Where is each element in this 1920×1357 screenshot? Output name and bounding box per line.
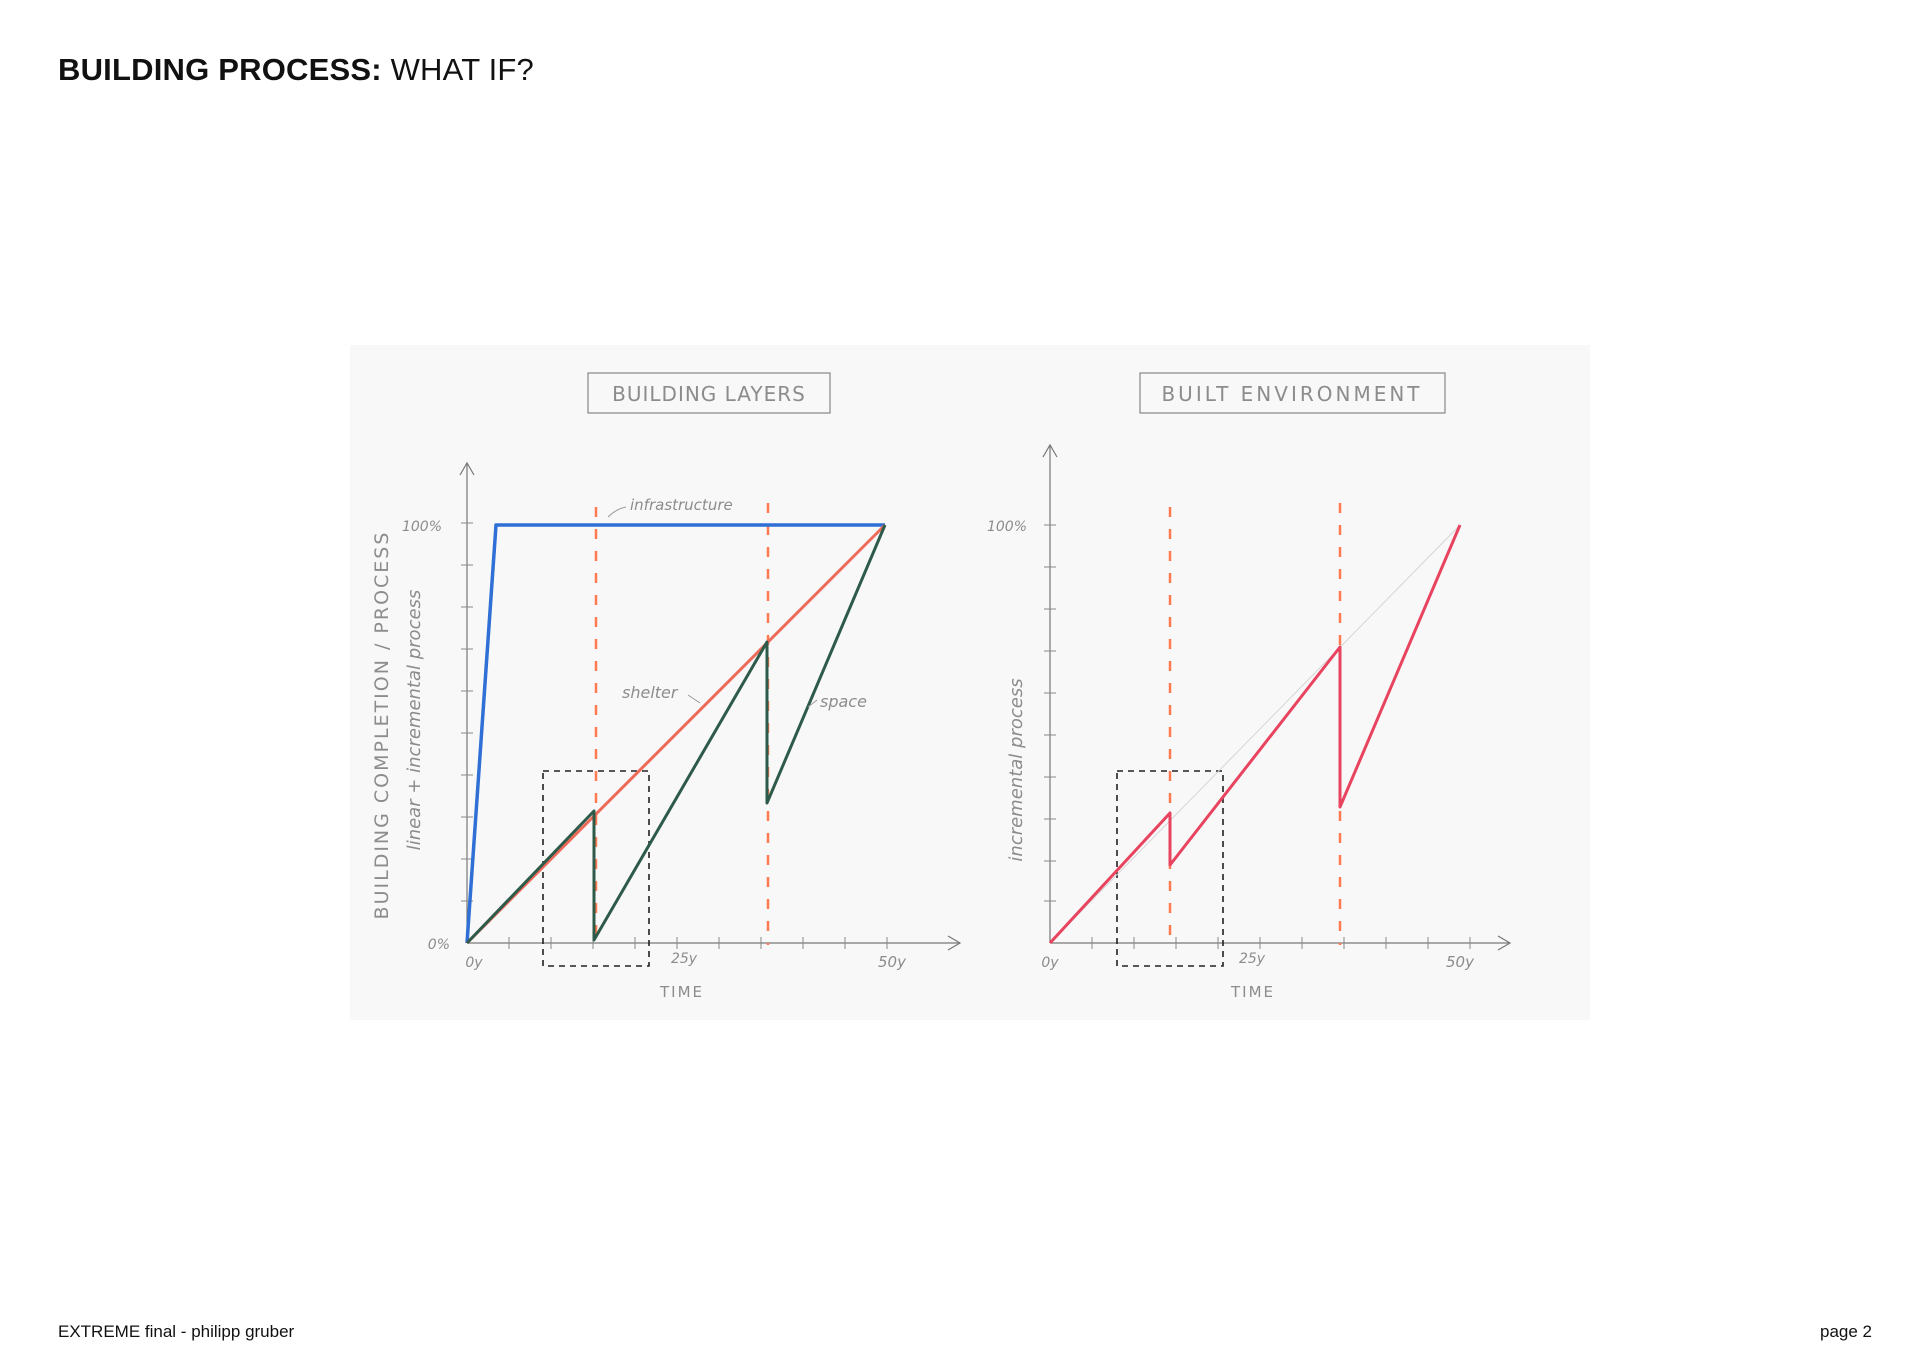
annotation-infrastructure: infrastructure [630,496,733,514]
right-title: BUILT ENVIRONMENT [1161,382,1422,406]
right-y-tick-100: 100% [987,519,1027,535]
right-x-ticks [1091,937,1471,949]
left-y-axis-arrow-icon [459,461,475,476]
left-title-box [587,372,831,414]
right-y-label: incremental process [1006,678,1027,861]
annotation-space: space [820,692,867,711]
page-title-separator: : [371,52,391,87]
left-x-label: TIME [659,983,704,1001]
left-y-label-top: BUILDING COMPLETION / PROCESS [371,531,393,920]
space-line [465,524,887,945]
infrastructure-line [465,523,885,944]
annotation-shelter-leader [687,694,701,704]
left-zoom-box [542,770,650,967]
right-x-tick-25: 25y [1239,951,1266,967]
sketch-canvas: BUILDING LAYERS 1 [371,372,1512,1001]
left-x-tick-0: 0y [465,955,483,971]
annotation-space-leader [807,699,818,708]
left-x-tick-50: 50y [878,953,907,971]
right-y-axis-arrow-icon [1042,443,1058,458]
page-number: page 2 [1820,1322,1872,1341]
incremental-line [1048,524,1462,945]
right-y-ticks [1044,524,1056,902]
right-guide-line [1049,524,1461,944]
left-title: BUILDING LAYERS [612,382,806,406]
footer-credit: EXTREME final - philipp gruber [58,1322,295,1341]
right-x-label: TIME [1230,983,1275,1001]
left-y-tick-0: 0% [428,937,450,953]
annotation-shelter: shelter [622,683,679,702]
annotation-infrastructure-leader [607,506,627,518]
page-title-rest: WHAT IF? [390,52,534,87]
left-x-tick-25: 25y [671,951,698,967]
right-x-tick-0: 0y [1041,955,1059,971]
right-title-box [1139,372,1446,414]
left-y-ticks [461,522,473,902]
left-x-axis-arrow-icon [947,935,962,951]
left-panel: BUILDING LAYERS 1 [371,372,962,1001]
right-zoom-box [1116,770,1224,967]
left-y-label-sub: linear + incremental process [404,590,425,851]
right-x-tick-50: 50y [1446,953,1475,971]
hand-drawn-sketch: BUILDING LAYERS 1 [350,345,1590,1020]
right-x-axis-arrow-icon [1497,935,1512,951]
shelter-line [465,523,887,945]
page-title-strong: BUILDING PROCESS [58,52,372,87]
right-panel: BUILT ENVIRONMENT 100% 0y [987,372,1512,1001]
page-title: BUILDING PROCESS: WHAT IF? [58,52,534,88]
left-y-tick-100: 100% [402,519,442,535]
